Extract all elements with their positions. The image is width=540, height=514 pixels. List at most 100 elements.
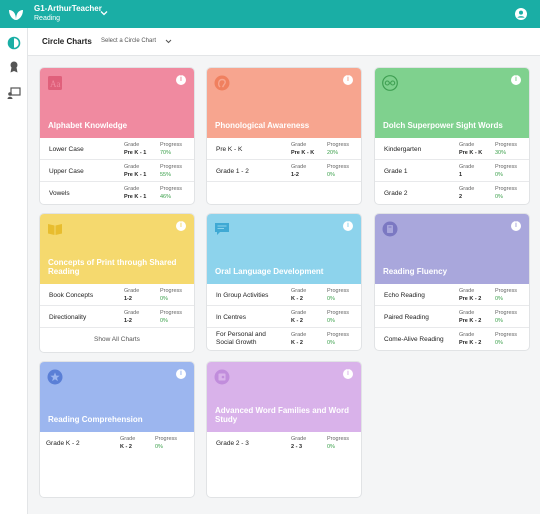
chart-row[interactable]: Grade 2 Grade 2 Progress 0% [375, 182, 529, 204]
progress-value: 55% [160, 172, 172, 178]
info-icon[interactable]: i [343, 369, 353, 379]
row-label: For Personal and Social Growth [216, 331, 266, 346]
book-badge-icon [382, 221, 398, 237]
progress-label: Progress [327, 436, 350, 442]
row-label: Vowels [49, 190, 70, 197]
grade-value: 1-2 [291, 172, 299, 178]
leaf-logo-icon[interactable] [8, 6, 24, 22]
info-icon[interactable]: i [511, 221, 521, 231]
info-icon[interactable]: i [343, 75, 353, 85]
chart-row[interactable]: In Group Activities Grade K - 2 Progress 0… [207, 284, 361, 306]
info-icon[interactable]: i [511, 75, 521, 85]
info-icon[interactable]: i [176, 369, 186, 379]
grade-value: Pre K - 1 [124, 150, 147, 156]
grade-value: Pre K - 1 [124, 172, 147, 178]
chart-row[interactable]: Pre K - K Grade Pre K - K Progress 20% [207, 138, 361, 160]
page-title: Circle Charts [42, 37, 92, 46]
half-circle-icon[interactable] [7, 36, 21, 50]
chart-row[interactable]: Grade 2 - 3 Grade 2 - 3 Progress 0% [207, 432, 361, 454]
chart-row[interactable]: Kindergarten Grade Pre K - K Progress 30% [375, 138, 529, 160]
grade-label: Grade [124, 164, 140, 170]
chart-card-oral-language[interactable]: i Oral Language Development In Group Act… [206, 213, 362, 351]
progress-value: 46% [160, 194, 172, 200]
progress-value: 0% [495, 318, 503, 324]
top-bar: G1-ArthurTeacher Reading [0, 0, 540, 28]
row-label: Grade 1 - 2 [216, 168, 249, 175]
chart-card-alphabet-knowledge[interactable]: Aa i Alphabet Knowledge Lower Case Grade… [39, 67, 195, 205]
progress-label: Progress [160, 186, 183, 192]
chart-card-dolch-sight-words[interactable]: i Dolch Superpower Sight Words Kindergar… [374, 67, 530, 205]
progress-value: 70% [160, 150, 172, 156]
star-badge-icon [47, 369, 63, 385]
row-label: Come-Alive Reading [384, 336, 444, 343]
card-title: Reading Comprehension [48, 415, 143, 424]
chart-row[interactable]: Directionality Grade 1-2 Progress 0% [40, 306, 194, 328]
progress-label: Progress [495, 142, 518, 148]
card-header: i Reading Comprehension [40, 362, 194, 432]
row-label: Echo Reading [384, 292, 425, 299]
progress-label: Progress [327, 288, 350, 294]
chart-row[interactable]: Grade 1 - 2 Grade 1-2 Progress 0% [207, 160, 361, 182]
chart-card-advanced-word-families[interactable]: i Advanced Word Families and Word Study … [206, 361, 362, 498]
progress-value: 0% [495, 194, 503, 200]
account-switcher[interactable]: G1-ArthurTeacher Reading [34, 4, 102, 24]
grade-value: Pre K - 1 [124, 194, 147, 200]
teacher-board-icon[interactable] [7, 86, 21, 100]
row-label: Lower Case [49, 146, 84, 153]
chart-card-phonological-awareness[interactable]: i Phonological Awareness Pre K - K Grade… [206, 67, 362, 205]
circle-chart-select[interactable]: Select a Circle Chart [101, 38, 157, 44]
progress-label: Progress [327, 164, 350, 170]
card-header: i Concepts of Print through Shared Readi… [40, 214, 194, 284]
user-avatar-icon[interactable] [515, 8, 527, 20]
progress-value: 0% [327, 296, 335, 302]
award-icon[interactable] [7, 60, 21, 74]
chart-row[interactable]: Come-Alive Reading Grade Pre K - 2 Progre… [375, 328, 529, 350]
sidebar [0, 28, 28, 514]
progress-label: Progress [495, 164, 518, 170]
open-book-icon [48, 224, 62, 235]
chart-card-reading-comprehension[interactable]: i Reading Comprehension Grade K - 2 Grad… [39, 361, 195, 498]
progress-value: 0% [495, 172, 503, 178]
show-all-charts-link[interactable]: Show All Charts [94, 336, 140, 343]
sub-header: Circle Charts Select a Circle Chart [28, 28, 540, 56]
grade-value: K - 2 [120, 444, 132, 450]
card-header: i Phonological Awareness [207, 68, 361, 138]
info-icon[interactable]: i [176, 221, 186, 231]
chart-row[interactable]: For Personal and Social Growth Grade K - … [207, 328, 361, 350]
grade-label: Grade [459, 186, 475, 192]
grade-label: Grade [291, 164, 307, 170]
grade-value: 2 [459, 194, 463, 200]
chevron-down-icon[interactable] [165, 38, 172, 45]
chart-row[interactable]: Vowels Grade Pre K - 1 Progress 46% [40, 182, 194, 204]
chart-row[interactable]: In Centres Grade K - 2 Progress 0% [207, 306, 361, 328]
chart-card-reading-fluency[interactable]: i Reading Fluency Echo Reading Grade Pre … [374, 213, 530, 351]
chart-row[interactable]: Upper Case Grade Pre K - 1 Progress 55% [40, 160, 194, 182]
card-title: Alphabet Knowledge [48, 121, 128, 130]
progress-label: Progress [155, 436, 178, 442]
grade-value: K - 2 [291, 318, 303, 324]
progress-label: Progress [160, 142, 183, 148]
info-icon[interactable]: i [343, 221, 353, 231]
chart-card-concepts-of-print[interactable]: i Concepts of Print through Shared Readi… [39, 213, 195, 353]
grade-value: Pre K - 2 [459, 318, 482, 324]
font-book-icon: Aa [48, 76, 62, 90]
chart-row[interactable]: Grade K - 2 Grade K - 2 Progress 0% [40, 432, 194, 454]
grade-label: Grade [291, 332, 307, 338]
info-icon[interactable]: i [176, 75, 186, 85]
grade-label: Grade [291, 288, 307, 294]
row-label: Kindergarten [384, 146, 422, 153]
chart-row[interactable]: Lower Case Grade Pre K - 1 Progress 70% [40, 138, 194, 160]
grade-value: Pre K - K [291, 150, 315, 156]
chart-row[interactable]: Book Concepts Grade 1-2 Progress 0% [40, 284, 194, 306]
grade-value: Pre K - 2 [459, 340, 482, 346]
progress-label: Progress [495, 288, 518, 294]
card-header: i Oral Language Development [207, 214, 361, 284]
progress-value: 20% [327, 150, 339, 156]
chart-row[interactable]: Paired Reading Grade Pre K - 2 Progress 0% [375, 306, 529, 328]
progress-value: 0% [327, 318, 335, 324]
grade-label: Grade [124, 310, 140, 316]
card-header: i Dolch Superpower Sight Words [375, 68, 529, 138]
chart-row[interactable]: Grade 1 Grade 1 Progress 0% [375, 160, 529, 182]
chart-row[interactable]: Echo Reading Grade Pre K - 2 Progress 0% [375, 284, 529, 306]
chevron-down-icon[interactable] [100, 9, 108, 17]
